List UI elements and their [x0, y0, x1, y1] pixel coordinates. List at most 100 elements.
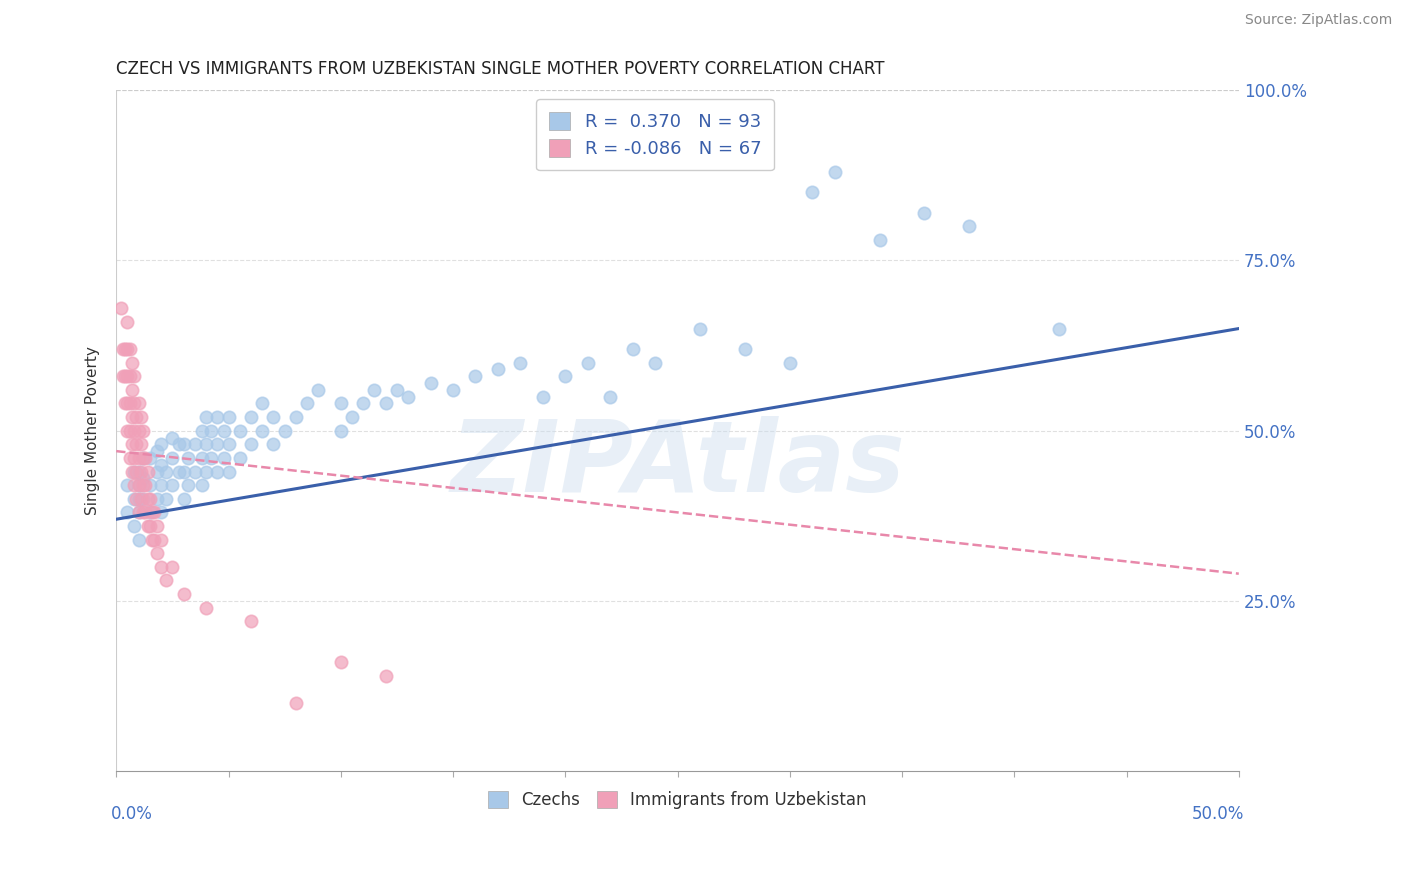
Point [250, 424, 273, 438]
Point [167, 465, 190, 479]
Point [128, 491, 150, 506]
Point [129, 465, 152, 479]
Point [419, 376, 441, 390]
Point [117, 315, 139, 329]
Point [177, 478, 200, 492]
Point [136, 465, 159, 479]
Point [363, 383, 385, 397]
Point [155, 574, 177, 588]
Point [162, 560, 184, 574]
Point [155, 491, 177, 506]
Point [155, 465, 177, 479]
Point [118, 342, 141, 356]
Point [114, 369, 136, 384]
Point [125, 465, 148, 479]
Point [190, 478, 212, 492]
Point [117, 424, 139, 438]
Point [139, 450, 162, 465]
Point [441, 383, 464, 397]
Point [145, 444, 167, 458]
Point [262, 410, 284, 425]
Point [184, 465, 207, 479]
Point [128, 424, 150, 438]
Point [396, 390, 419, 404]
Point [150, 505, 173, 519]
Point [122, 478, 145, 492]
Point [307, 383, 329, 397]
Point [177, 450, 200, 465]
Point [128, 478, 150, 492]
Point [1047, 321, 1070, 335]
Point [284, 410, 307, 425]
Point [143, 533, 166, 547]
Point [129, 410, 152, 425]
Point [173, 465, 195, 479]
Point [128, 478, 150, 492]
Point [509, 356, 531, 370]
Point [122, 519, 145, 533]
Point [173, 437, 195, 451]
Point [486, 362, 509, 376]
Point [195, 465, 218, 479]
Point [114, 396, 136, 410]
Point [122, 396, 145, 410]
Point [869, 233, 891, 247]
Point [531, 390, 554, 404]
Text: 50.0%: 50.0% [1192, 805, 1244, 823]
Point [121, 356, 143, 370]
Point [128, 505, 150, 519]
Point [132, 478, 155, 492]
Point [139, 519, 162, 533]
Point [173, 491, 195, 506]
Point [689, 321, 711, 335]
Point [385, 383, 408, 397]
Point [957, 219, 980, 234]
Point [801, 186, 824, 200]
Point [122, 424, 145, 438]
Point [374, 669, 396, 683]
Point [554, 369, 576, 384]
Point [374, 396, 396, 410]
Point [262, 437, 284, 451]
Point [250, 396, 273, 410]
Point [134, 478, 156, 492]
Point [207, 465, 229, 479]
Point [734, 342, 756, 356]
Point [121, 465, 143, 479]
Point [162, 450, 184, 465]
Point [218, 410, 240, 425]
Point [352, 396, 374, 410]
Point [118, 450, 141, 465]
Point [644, 356, 666, 370]
Point [118, 424, 141, 438]
Point [117, 396, 139, 410]
Point [576, 356, 599, 370]
Text: CZECH VS IMMIGRANTS FROM UZBEKISTAN SINGLE MOTHER POVERTY CORRELATION CHART: CZECH VS IMMIGRANTS FROM UZBEKISTAN SING… [117, 60, 884, 78]
Point [195, 410, 218, 425]
Legend: Czechs, Immigrants from Uzbekistan: Czechs, Immigrants from Uzbekistan [479, 782, 875, 817]
Point [125, 437, 148, 451]
Point [125, 410, 148, 425]
Point [195, 600, 218, 615]
Point [114, 342, 136, 356]
Point [212, 450, 235, 465]
Point [128, 465, 150, 479]
Point [190, 450, 212, 465]
Point [340, 410, 363, 425]
Text: Source: ZipAtlas.com: Source: ZipAtlas.com [1244, 13, 1392, 28]
Point [824, 165, 846, 179]
Point [117, 369, 139, 384]
Point [212, 424, 235, 438]
Point [141, 505, 163, 519]
Point [111, 369, 134, 384]
Point [240, 437, 263, 451]
Point [145, 519, 167, 533]
Point [150, 478, 173, 492]
Point [129, 491, 152, 506]
Point [132, 505, 155, 519]
Point [162, 478, 184, 492]
Point [139, 505, 162, 519]
Point [121, 383, 143, 397]
Text: ZIPAtlas: ZIPAtlas [450, 417, 905, 513]
Point [132, 450, 155, 465]
